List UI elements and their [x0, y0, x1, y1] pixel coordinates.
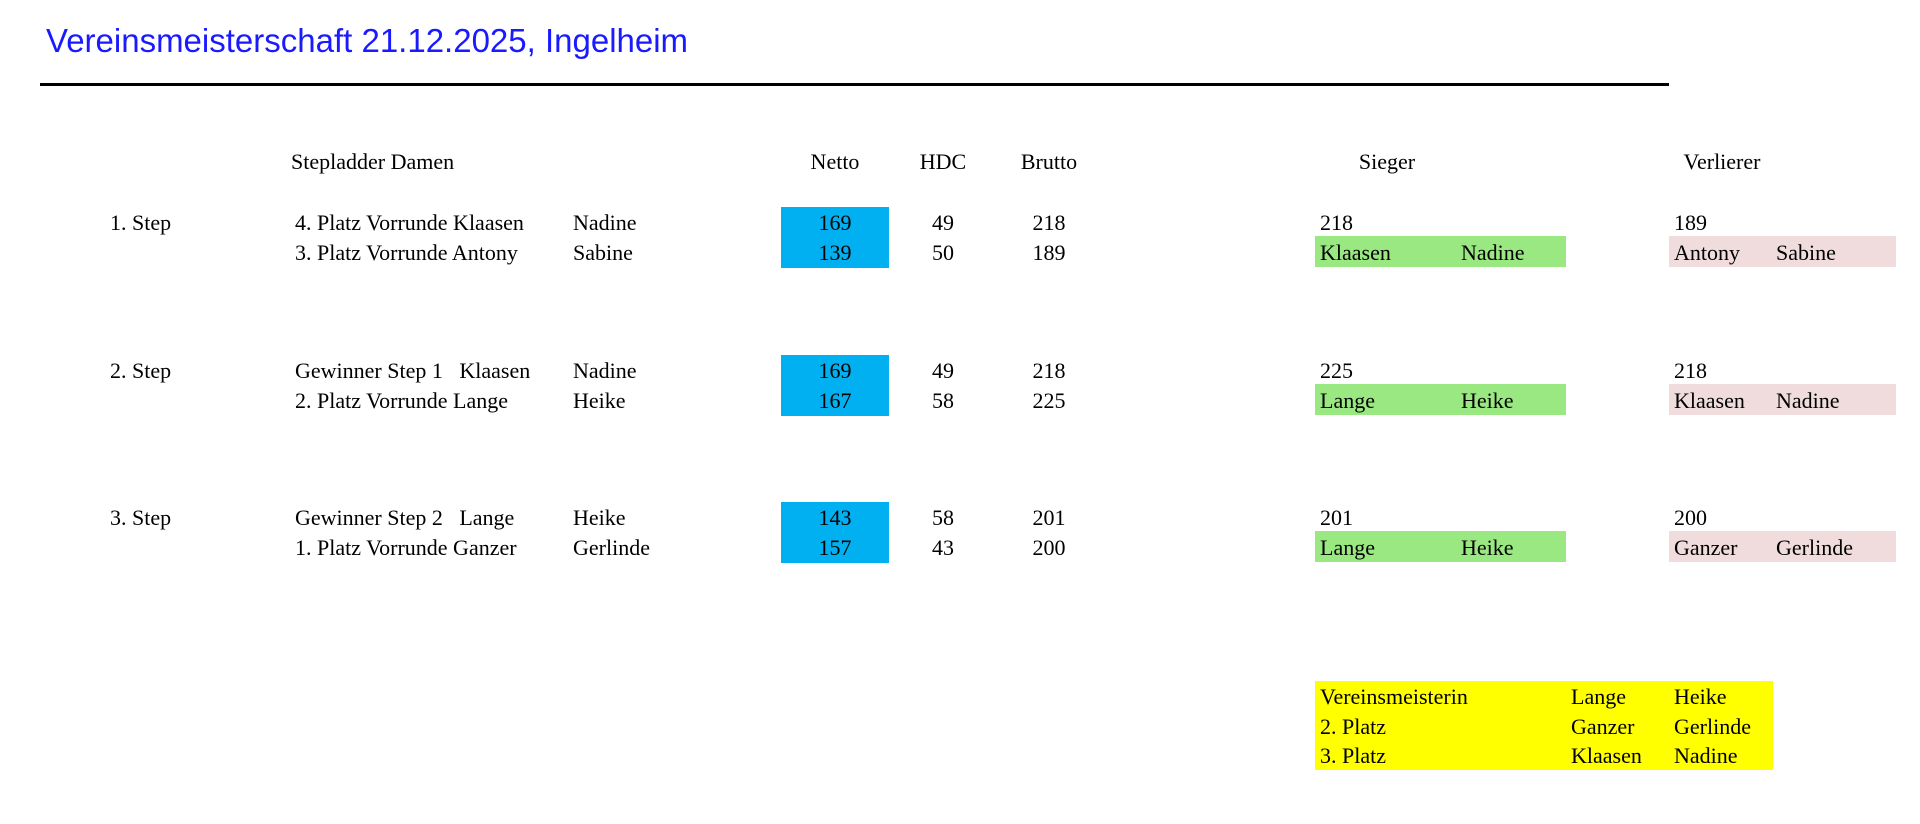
- hdc-value: 49: [932, 210, 954, 235]
- step-label: 2. Step: [110, 358, 172, 383]
- netto-value: 167: [818, 388, 852, 413]
- loser-last-name: Klaasen: [1674, 388, 1745, 413]
- brutto-value: 201: [1032, 505, 1066, 530]
- final-first-name: Nadine: [1674, 743, 1738, 768]
- final-standings: [1315, 681, 1773, 770]
- winner-last-name: Lange: [1320, 388, 1375, 413]
- brutto-value: 189: [1032, 240, 1066, 265]
- loser-first-name: Nadine: [1776, 388, 1840, 413]
- brutto-value: 218: [1032, 358, 1066, 383]
- player-first-name: Gerlinde: [573, 535, 650, 560]
- sieger-header: Sieger: [1358, 149, 1416, 174]
- step-label: 3. Step: [110, 505, 172, 530]
- winner-score: 225: [1320, 358, 1353, 383]
- player-first-name: Nadine: [573, 358, 637, 383]
- winner-highlight: [1315, 236, 1566, 267]
- netto-value: 169: [818, 210, 852, 235]
- final-first-name: Gerlinde: [1674, 713, 1751, 739]
- player-description: 1. Platz Vorrunde Ganzer: [295, 535, 517, 560]
- winner-last-name: Lange: [1320, 535, 1375, 560]
- player-first-name: Sabine: [573, 240, 633, 265]
- brutto-value: 218: [1032, 210, 1066, 235]
- loser-score: 200: [1674, 505, 1707, 530]
- loser-score: 218: [1674, 358, 1707, 383]
- netto-value: 169: [818, 358, 852, 383]
- hdc-value: 58: [932, 388, 954, 413]
- loser-last-name: Ganzer: [1674, 535, 1738, 560]
- loser-first-name: Sabine: [1776, 240, 1836, 265]
- verlierer-header: Verlierer: [1683, 149, 1761, 174]
- netto-value: 157: [818, 535, 852, 560]
- player-description: 4. Platz Vorrunde Klaasen: [295, 210, 524, 235]
- page-title: Vereinsmeisterschaft 21.12.2025, Ingelhe…: [46, 22, 689, 59]
- netto-highlight: [781, 502, 889, 563]
- winner-highlight: [1315, 384, 1566, 415]
- hdc-value: 49: [932, 358, 954, 383]
- final-last-name: Klaasen: [1571, 743, 1642, 768]
- player-description: 3. Platz Vorrunde Antony: [295, 240, 518, 265]
- netto-highlight: [781, 207, 889, 268]
- netto-header: Netto: [810, 149, 860, 174]
- hdc-value: 43: [932, 535, 954, 560]
- final-last-name: Ganzer: [1571, 713, 1635, 739]
- final-place: Vereinsmeisterin: [1320, 684, 1468, 709]
- final-place: 2. Platz: [1320, 713, 1386, 739]
- final-place: 3. Platz: [1320, 743, 1386, 768]
- title-divider: [40, 83, 1669, 86]
- hdc-header: HDC: [919, 149, 967, 174]
- loser-highlight: [1669, 531, 1896, 562]
- player-description: Gewinner Step 2 Lange: [295, 505, 515, 530]
- winner-highlight: [1315, 531, 1566, 562]
- player-description: Gewinner Step 1 Klaasen: [295, 358, 531, 383]
- player-first-name: Heike: [573, 388, 626, 413]
- final-first-name: Heike: [1674, 684, 1727, 709]
- winner-last-name: Klaasen: [1320, 240, 1391, 265]
- brutto-value: 200: [1032, 535, 1066, 560]
- step-label: 1. Step: [110, 210, 172, 235]
- hdc-value: 58: [932, 505, 954, 530]
- final-last-name: Lange: [1571, 684, 1626, 709]
- netto-highlight: [781, 355, 889, 416]
- section-header: Stepladder Damen: [291, 149, 455, 174]
- hdc-value: 50: [932, 240, 954, 265]
- brutto-value: 225: [1032, 388, 1066, 413]
- loser-highlight: [1669, 384, 1896, 415]
- winner-score: 201: [1320, 505, 1353, 530]
- loser-highlight: [1669, 236, 1896, 267]
- player-first-name: Nadine: [573, 210, 637, 235]
- loser-first-name: Gerlinde: [1776, 535, 1853, 560]
- winner-score: 218: [1320, 210, 1353, 235]
- loser-score: 189: [1674, 210, 1707, 235]
- winner-first-name: Heike: [1461, 388, 1514, 413]
- player-description: 2. Platz Vorrunde Lange: [295, 388, 509, 413]
- brutto-header: Brutto: [1020, 149, 1078, 174]
- winner-first-name: Nadine: [1461, 240, 1525, 265]
- winner-first-name: Heike: [1461, 535, 1514, 560]
- player-first-name: Heike: [573, 505, 626, 530]
- netto-value: 139: [818, 240, 852, 265]
- loser-last-name: Antony: [1674, 240, 1740, 265]
- netto-value: 143: [818, 505, 852, 530]
